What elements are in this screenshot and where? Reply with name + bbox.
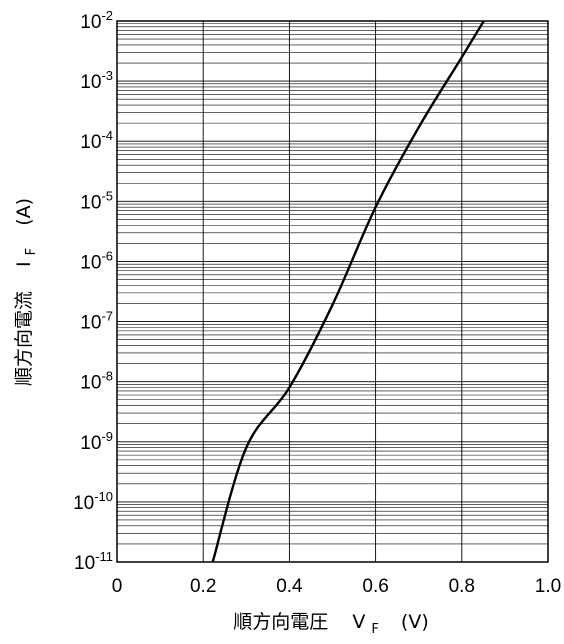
x-axis-title-text: 順方向電圧 (233, 611, 328, 633)
y-axis-symbol: I (13, 261, 35, 267)
y-tick-exponent: -8 (101, 369, 113, 384)
y-tick-label: 10-10 (73, 489, 113, 514)
y-axis-title-text: 順方向電流 (13, 291, 35, 386)
y-tick-base: 10 (80, 433, 101, 454)
x-axis-subscript: F (371, 622, 378, 637)
x-tick-label: 0.2 (190, 576, 216, 597)
y-tick-label: 10-7 (80, 309, 113, 334)
x-tick-label: 0.4 (276, 576, 303, 597)
minor-gridlines (117, 23, 548, 545)
y-tick-label: 10-9 (80, 429, 113, 454)
y-tick-exponent: -9 (101, 429, 113, 444)
y-tick-base: 10 (80, 72, 101, 93)
y-axis-title: 順方向電流 I F (A) (13, 198, 40, 386)
y-tick-exponent: -10 (94, 489, 113, 504)
x-tick-label: 0 (112, 576, 123, 597)
plot-frame (116, 20, 549, 563)
y-tick-label: 10-6 (80, 248, 113, 273)
y-tick-exponent: -11 (95, 549, 113, 564)
y-tick-exponent: -7 (101, 309, 113, 324)
y-tick-label: 10-4 (80, 128, 113, 153)
y-tick-base: 10 (80, 192, 101, 213)
major-gridlines (117, 21, 548, 562)
series-line (211, 20, 485, 563)
y-tick-base: 10 (80, 12, 101, 33)
y-tick-label: 10-5 (80, 188, 113, 213)
x-tick-label: 1.0 (535, 576, 561, 597)
y-tick-base: 10 (80, 373, 101, 394)
y-tick-label: 10-11 (74, 549, 113, 574)
y-axis-subscript: F (24, 248, 39, 255)
y-tick-exponent: -2 (101, 8, 113, 23)
y-tick-exponent: -4 (101, 128, 113, 143)
x-tick-label: 0.8 (449, 576, 475, 597)
y-axis-unit: (A) (13, 198, 35, 226)
y-tick-base: 10 (80, 252, 101, 273)
x-axis-symbol: V (352, 611, 365, 633)
y-tick-exponent: -6 (101, 248, 113, 263)
y-tick-base: 10 (73, 493, 94, 514)
y-tick-base: 10 (74, 553, 95, 574)
y-tick-label: 10-3 (80, 68, 113, 93)
x-axis-unit: (V) (401, 611, 429, 633)
x-axis-title: 順方向電圧 V F (V) (233, 611, 428, 638)
forward-current-curve (211, 20, 485, 563)
y-tick-label: 10-2 (80, 8, 113, 33)
y-tick-labels: 10-1110-1010-910-810-710-610-510-410-310… (73, 8, 113, 574)
y-tick-exponent: -5 (101, 188, 113, 203)
y-tick-exponent: -3 (101, 68, 113, 83)
y-tick-base: 10 (80, 313, 101, 334)
y-tick-label: 10-8 (80, 369, 113, 394)
x-tick-labels: 0 0.2 0.4 0.6 0.8 1.0 (112, 576, 562, 597)
y-tick-base: 10 (80, 132, 101, 153)
x-tick-label: 0.6 (362, 576, 388, 597)
